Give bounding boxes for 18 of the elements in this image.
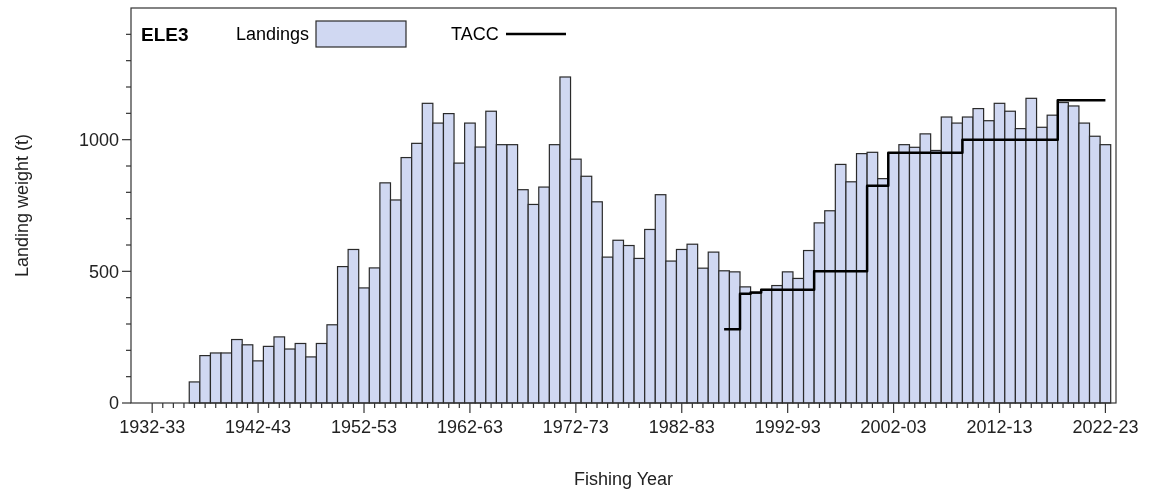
x-tick-label: 1952-53 (330, 417, 398, 437)
y-tick-label: 1000 (78, 129, 119, 150)
x-tick-label: 2022-23 (1072, 417, 1139, 437)
x-tick-label: 1982-83 (648, 417, 715, 437)
text: ELE3 (141, 24, 189, 45)
x-tick-label: 1942-43 (225, 417, 292, 437)
legend-label: TACC (451, 24, 499, 45)
x-tick-label: 1992-93 (754, 417, 821, 437)
y-tick-label: 0 (108, 393, 119, 414)
y-axis-title: Landing weight (t) (12, 133, 32, 278)
y-tick-label: 500 (88, 261, 119, 282)
x-tick-label: 1972-73 (542, 417, 609, 437)
x-axis-title: Fishing Year (573, 469, 674, 489)
x-tick-label: 2012-13 (966, 417, 1033, 437)
x-tick-label: 2002-03 (860, 417, 927, 437)
legend-label: Landings (236, 24, 310, 45)
x-tick-label: 1932-33 (119, 417, 186, 437)
x-tick-label: 1962-63 (436, 417, 503, 437)
